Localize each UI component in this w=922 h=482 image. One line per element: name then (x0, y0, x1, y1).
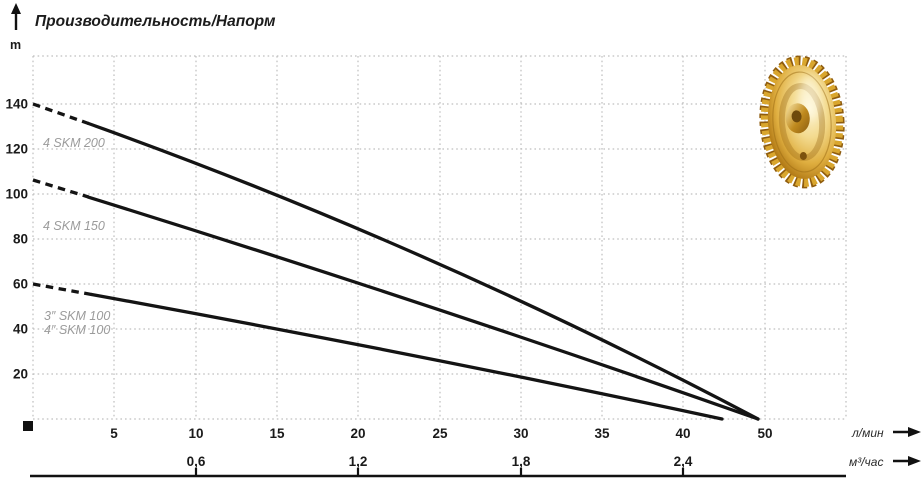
y-tick: 100 (5, 187, 28, 202)
x-tick-m3h: 0,6 (187, 454, 206, 469)
y-tick: 20 (13, 367, 28, 382)
curve-label-4skm150: 4 SKM 150 (43, 219, 105, 233)
x-tick-lmin: 25 (432, 426, 448, 441)
x-tick-lmin: 50 (757, 426, 772, 441)
y-tick: 120 (5, 142, 28, 157)
x-tick-lmin: 30 (513, 426, 528, 441)
x-tick-m3h: 1,8 (512, 454, 531, 469)
y-tick: 140 (5, 97, 28, 112)
x-tick-lmin: 35 (594, 426, 610, 441)
impeller-image (759, 55, 845, 189)
curve-skm100 (32, 282, 724, 421)
x-tick-lmin: 5 (110, 426, 118, 441)
chart-title: Производительность/Напорм (35, 13, 276, 30)
x-tick-m3h: 1,2 (349, 454, 368, 469)
x-axis-m3h-ticks: 0,6 1,2 1,8 2,4 (187, 454, 693, 469)
curve-4skm200 (32, 102, 760, 421)
x-axis-lmin-ticks: 5 10 15 20 25 30 35 40 50 (110, 426, 772, 441)
x-tick-lmin: 20 (350, 426, 365, 441)
y-tick: 80 (13, 232, 28, 247)
x-tick-lmin: 15 (269, 426, 285, 441)
origin-marker (23, 421, 33, 431)
y-tick: 60 (13, 277, 28, 292)
y-tick: 40 (13, 322, 28, 337)
curve-label-4skm200: 4 SKM 200 (43, 136, 105, 150)
x-tick-lmin: 10 (188, 426, 203, 441)
right-arrow-icon-lmin (893, 427, 921, 437)
y-axis-ticks: 140 120 100 80 60 40 20 (5, 97, 28, 382)
y-axis-arrow-icon (11, 3, 21, 30)
y-axis-unit: m (10, 38, 21, 52)
x-axis-m3h-line (30, 468, 846, 478)
x-tick-m3h: 2,4 (674, 454, 693, 469)
x-axis-m3h-unit: м³/час (849, 455, 883, 469)
curve-label-4skm100: 4″ SKM 100 (44, 323, 110, 337)
curve-label-3skm100: 3″ SKM 100 (44, 309, 110, 323)
curve-4skm150 (32, 178, 760, 421)
x-tick-lmin: 40 (675, 426, 690, 441)
right-arrow-icon-m3h (893, 456, 921, 466)
x-axis-lmin-unit: л/мин (851, 426, 884, 440)
grid (32, 55, 847, 420)
